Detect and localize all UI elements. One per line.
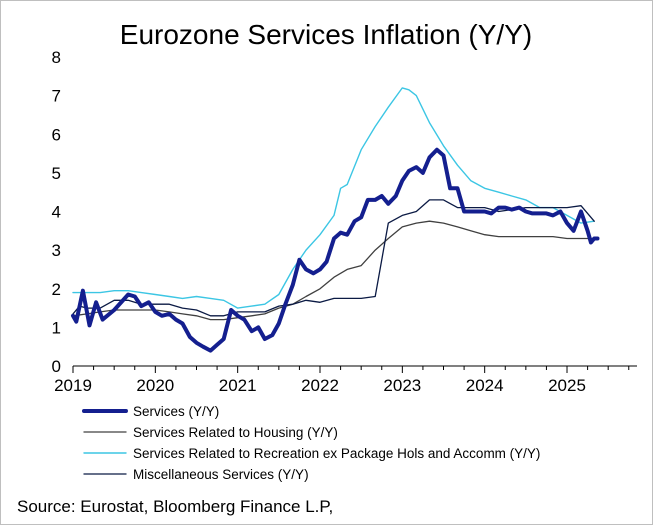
x-tick-label: 2019	[54, 376, 92, 395]
y-tick-label: 4	[52, 203, 61, 222]
chart-title: Eurozone Services Inflation (Y/Y)	[120, 19, 532, 50]
legend-item: Miscellaneous Services (Y/Y)	[83, 467, 309, 482]
y-tick-label: 7	[52, 87, 61, 106]
series-line-miscellaneous-services-y-y	[72, 199, 595, 317]
legend-label: Services (Y/Y)	[133, 404, 219, 419]
legend-label: Miscellaneous Services (Y/Y)	[133, 467, 309, 482]
series-line-services-y-y	[71, 147, 600, 353]
legend-item: Services Related to Recreation ex Packag…	[83, 446, 540, 461]
x-tick-label: 2022	[301, 376, 339, 395]
series-layer	[71, 87, 600, 353]
x-tick-label: 2025	[548, 376, 586, 395]
y-tick-label: 8	[52, 48, 61, 67]
series-line-services-related-to-housing-y-y	[72, 220, 595, 321]
legend-label: Services Related to Recreation ex Packag…	[133, 446, 540, 461]
series-line-services-related-to-recreation-ex-package-hols-and-accomm-y-y	[72, 87, 595, 309]
y-tick-label: 3	[52, 241, 61, 260]
legend-item: Services Related to Housing (Y/Y)	[83, 425, 338, 440]
x-tick-label: 2024	[466, 376, 504, 395]
x-tick-label: 2020	[136, 376, 174, 395]
y-tick-label: 6	[52, 125, 61, 144]
legend-label: Services Related to Housing (Y/Y)	[133, 425, 338, 440]
legend-item: Services (Y/Y)	[82, 404, 219, 419]
chart-legend: Services (Y/Y) Services Related to Housin…	[82, 404, 540, 482]
source-note: Source: Eurostat, Bloomberg Finance L.P,	[17, 497, 333, 516]
y-tick-label: 0	[52, 357, 61, 376]
chart-axes: 0 1 2 3 4 5 6 7 8 2019 2020 2021 2022 2023 2024 2025	[52, 48, 637, 395]
y-tick-label: 1	[52, 318, 61, 337]
y-tick-label: 5	[52, 164, 61, 183]
x-tick-label: 2023	[383, 376, 421, 395]
x-tick-label: 2021	[219, 376, 257, 395]
y-tick-label: 2	[52, 280, 61, 299]
